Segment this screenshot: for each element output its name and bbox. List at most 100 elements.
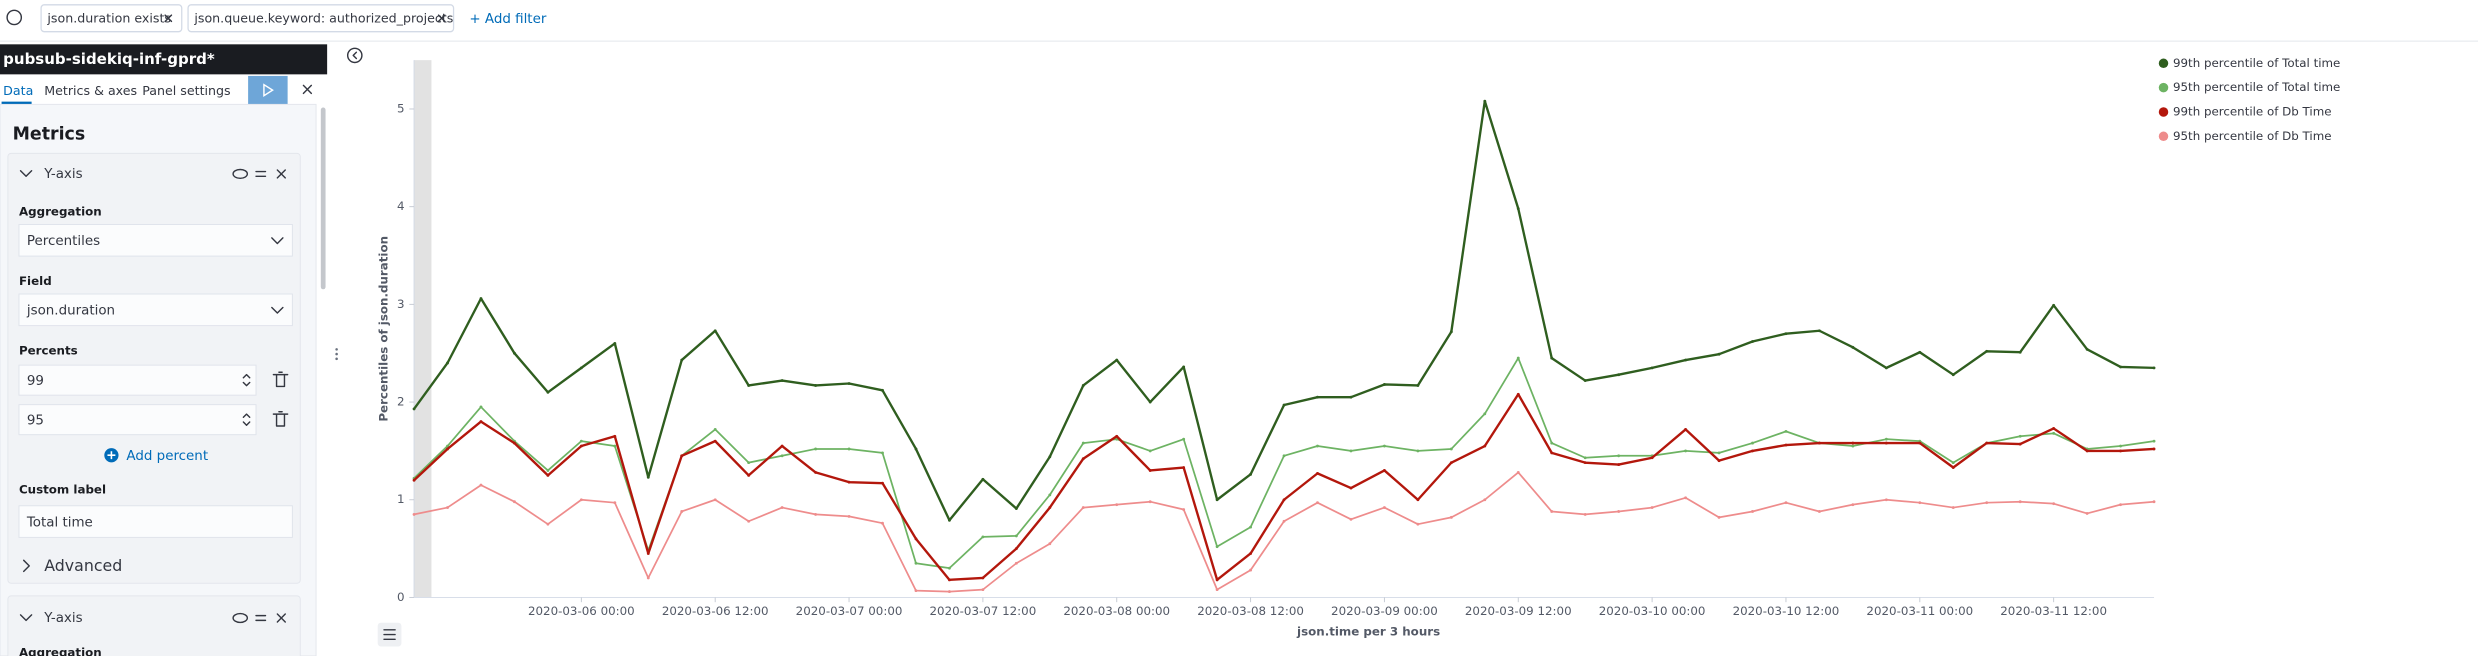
data-point	[1817, 441, 1821, 445]
data-point	[2119, 503, 2122, 507]
data-point	[1918, 441, 1922, 445]
discard-button[interactable]	[302, 84, 313, 95]
data-point	[1148, 500, 1152, 504]
data-point	[1583, 379, 1587, 382]
aggregation-select[interactable]	[18, 224, 293, 257]
tab[interactable]: Metrics & axes	[44, 83, 137, 98]
remove-filter[interactable]	[437, 14, 446, 23]
legend-item[interactable]: 99th percentile of Total time	[2158, 56, 2341, 70]
tab[interactable]: Data	[3, 83, 33, 98]
data-point	[1550, 356, 1554, 360]
collapse-icon[interactable]	[19, 170, 33, 177]
data-point	[981, 576, 985, 580]
drag-icon[interactable]	[255, 614, 267, 622]
resize-dot[interactable]	[335, 352, 338, 356]
metric-actions	[232, 168, 286, 180]
resize-dot[interactable]	[335, 357, 338, 361]
select-value: json.duration	[26, 304, 115, 319]
data-point	[1884, 366, 1888, 370]
data-point	[1951, 461, 1955, 465]
data-point	[1483, 498, 1487, 502]
data-point	[1483, 412, 1487, 416]
legend-item[interactable]: 95th percentile of Total time	[2158, 80, 2341, 94]
advanced-toggle[interactable]: Advanced	[44, 556, 122, 575]
add-percent[interactable]: Add percent	[126, 449, 208, 464]
stepper[interactable]	[242, 373, 251, 387]
remove-filter[interactable]	[164, 14, 173, 23]
filter-label: json.duration exists	[46, 11, 171, 26]
data-point	[1717, 451, 1721, 455]
data-point	[1349, 486, 1353, 490]
remove-icon[interactable]	[276, 613, 286, 623]
data-point	[713, 427, 717, 431]
collapse-sidebar[interactable]	[346, 47, 363, 64]
resize-dot[interactable]	[335, 348, 338, 351]
toggle-icon[interactable]	[232, 612, 249, 624]
data-point	[513, 500, 516, 504]
add-filter[interactable]: + Add filter	[469, 12, 546, 27]
filter-pill[interactable]: json.duration exists	[40, 4, 183, 33]
x-tick-label: 2020-03-09 12:00	[1465, 604, 1572, 618]
field-select[interactable]	[18, 293, 293, 327]
remove-icon[interactable]	[276, 169, 286, 179]
drag-icon[interactable]	[255, 170, 267, 177]
data-point	[546, 522, 550, 526]
filter-menu-icon[interactable]	[6, 9, 23, 26]
data-point	[2052, 427, 2056, 430]
data-point	[1014, 534, 1018, 538]
data-point	[1048, 506, 1052, 509]
filter-pill[interactable]: json.queue.keyword: authorized_projects	[187, 4, 455, 33]
x-tick-label: 2020-03-06 12:00	[662, 604, 769, 618]
y-tick-label: 0	[397, 590, 405, 604]
data-point	[747, 461, 751, 465]
data-point	[1851, 444, 1855, 448]
custom-label-input[interactable]	[18, 505, 293, 538]
data-point	[1081, 441, 1085, 445]
metric-title: Y-axis	[43, 167, 82, 182]
toggle-icon[interactable]	[232, 168, 249, 180]
data-point	[1316, 395, 1319, 399]
data-point	[814, 384, 818, 387]
percent-input[interactable]	[18, 364, 257, 396]
data-point	[2018, 434, 2022, 438]
collapse-icon[interactable]	[19, 614, 33, 622]
data-point	[1550, 441, 1554, 445]
index-pattern: pubsub-sidekiq-inf-gprd*	[3, 50, 215, 68]
x-axis-title: json.time per 3 hours	[1296, 625, 1440, 639]
data-point	[713, 498, 717, 502]
data-point	[2085, 449, 2089, 453]
data-point	[2085, 347, 2089, 351]
data-point	[513, 441, 516, 445]
legend-item[interactable]: 95th percentile of Db Time	[2158, 129, 2332, 143]
data-point	[1550, 451, 1554, 455]
stepper[interactable]	[242, 413, 251, 426]
scrollbar[interactable]	[320, 107, 326, 290]
data-point	[579, 444, 583, 448]
delete-percent[interactable]	[272, 371, 289, 388]
data-point	[479, 420, 483, 424]
filter-pill-box	[40, 4, 183, 33]
legend-item[interactable]: 99th percentile of Db Time	[2158, 104, 2332, 118]
x-tick-label: 2020-03-09 00:00	[1331, 604, 1438, 618]
data-point	[1449, 447, 1453, 451]
percent-input[interactable]	[18, 404, 257, 436]
tab[interactable]: Panel settings	[142, 83, 230, 98]
list-icon	[383, 629, 396, 641]
data-point	[1081, 457, 1085, 461]
data-point	[1449, 515, 1453, 519]
data-point	[847, 514, 851, 518]
data-point	[1617, 510, 1621, 513]
expand-icon[interactable]	[22, 559, 30, 573]
data-point	[1784, 501, 1788, 505]
data-point	[1182, 466, 1186, 469]
delete-percent[interactable]	[272, 411, 289, 427]
data-point	[2119, 449, 2122, 453]
data-point	[981, 535, 985, 539]
data-point	[1516, 356, 1520, 360]
data-point	[881, 481, 884, 485]
data-point	[579, 366, 583, 370]
data-point	[948, 518, 951, 522]
data-point	[546, 390, 550, 394]
apply-button[interactable]	[248, 75, 288, 105]
data-point	[646, 475, 650, 479]
